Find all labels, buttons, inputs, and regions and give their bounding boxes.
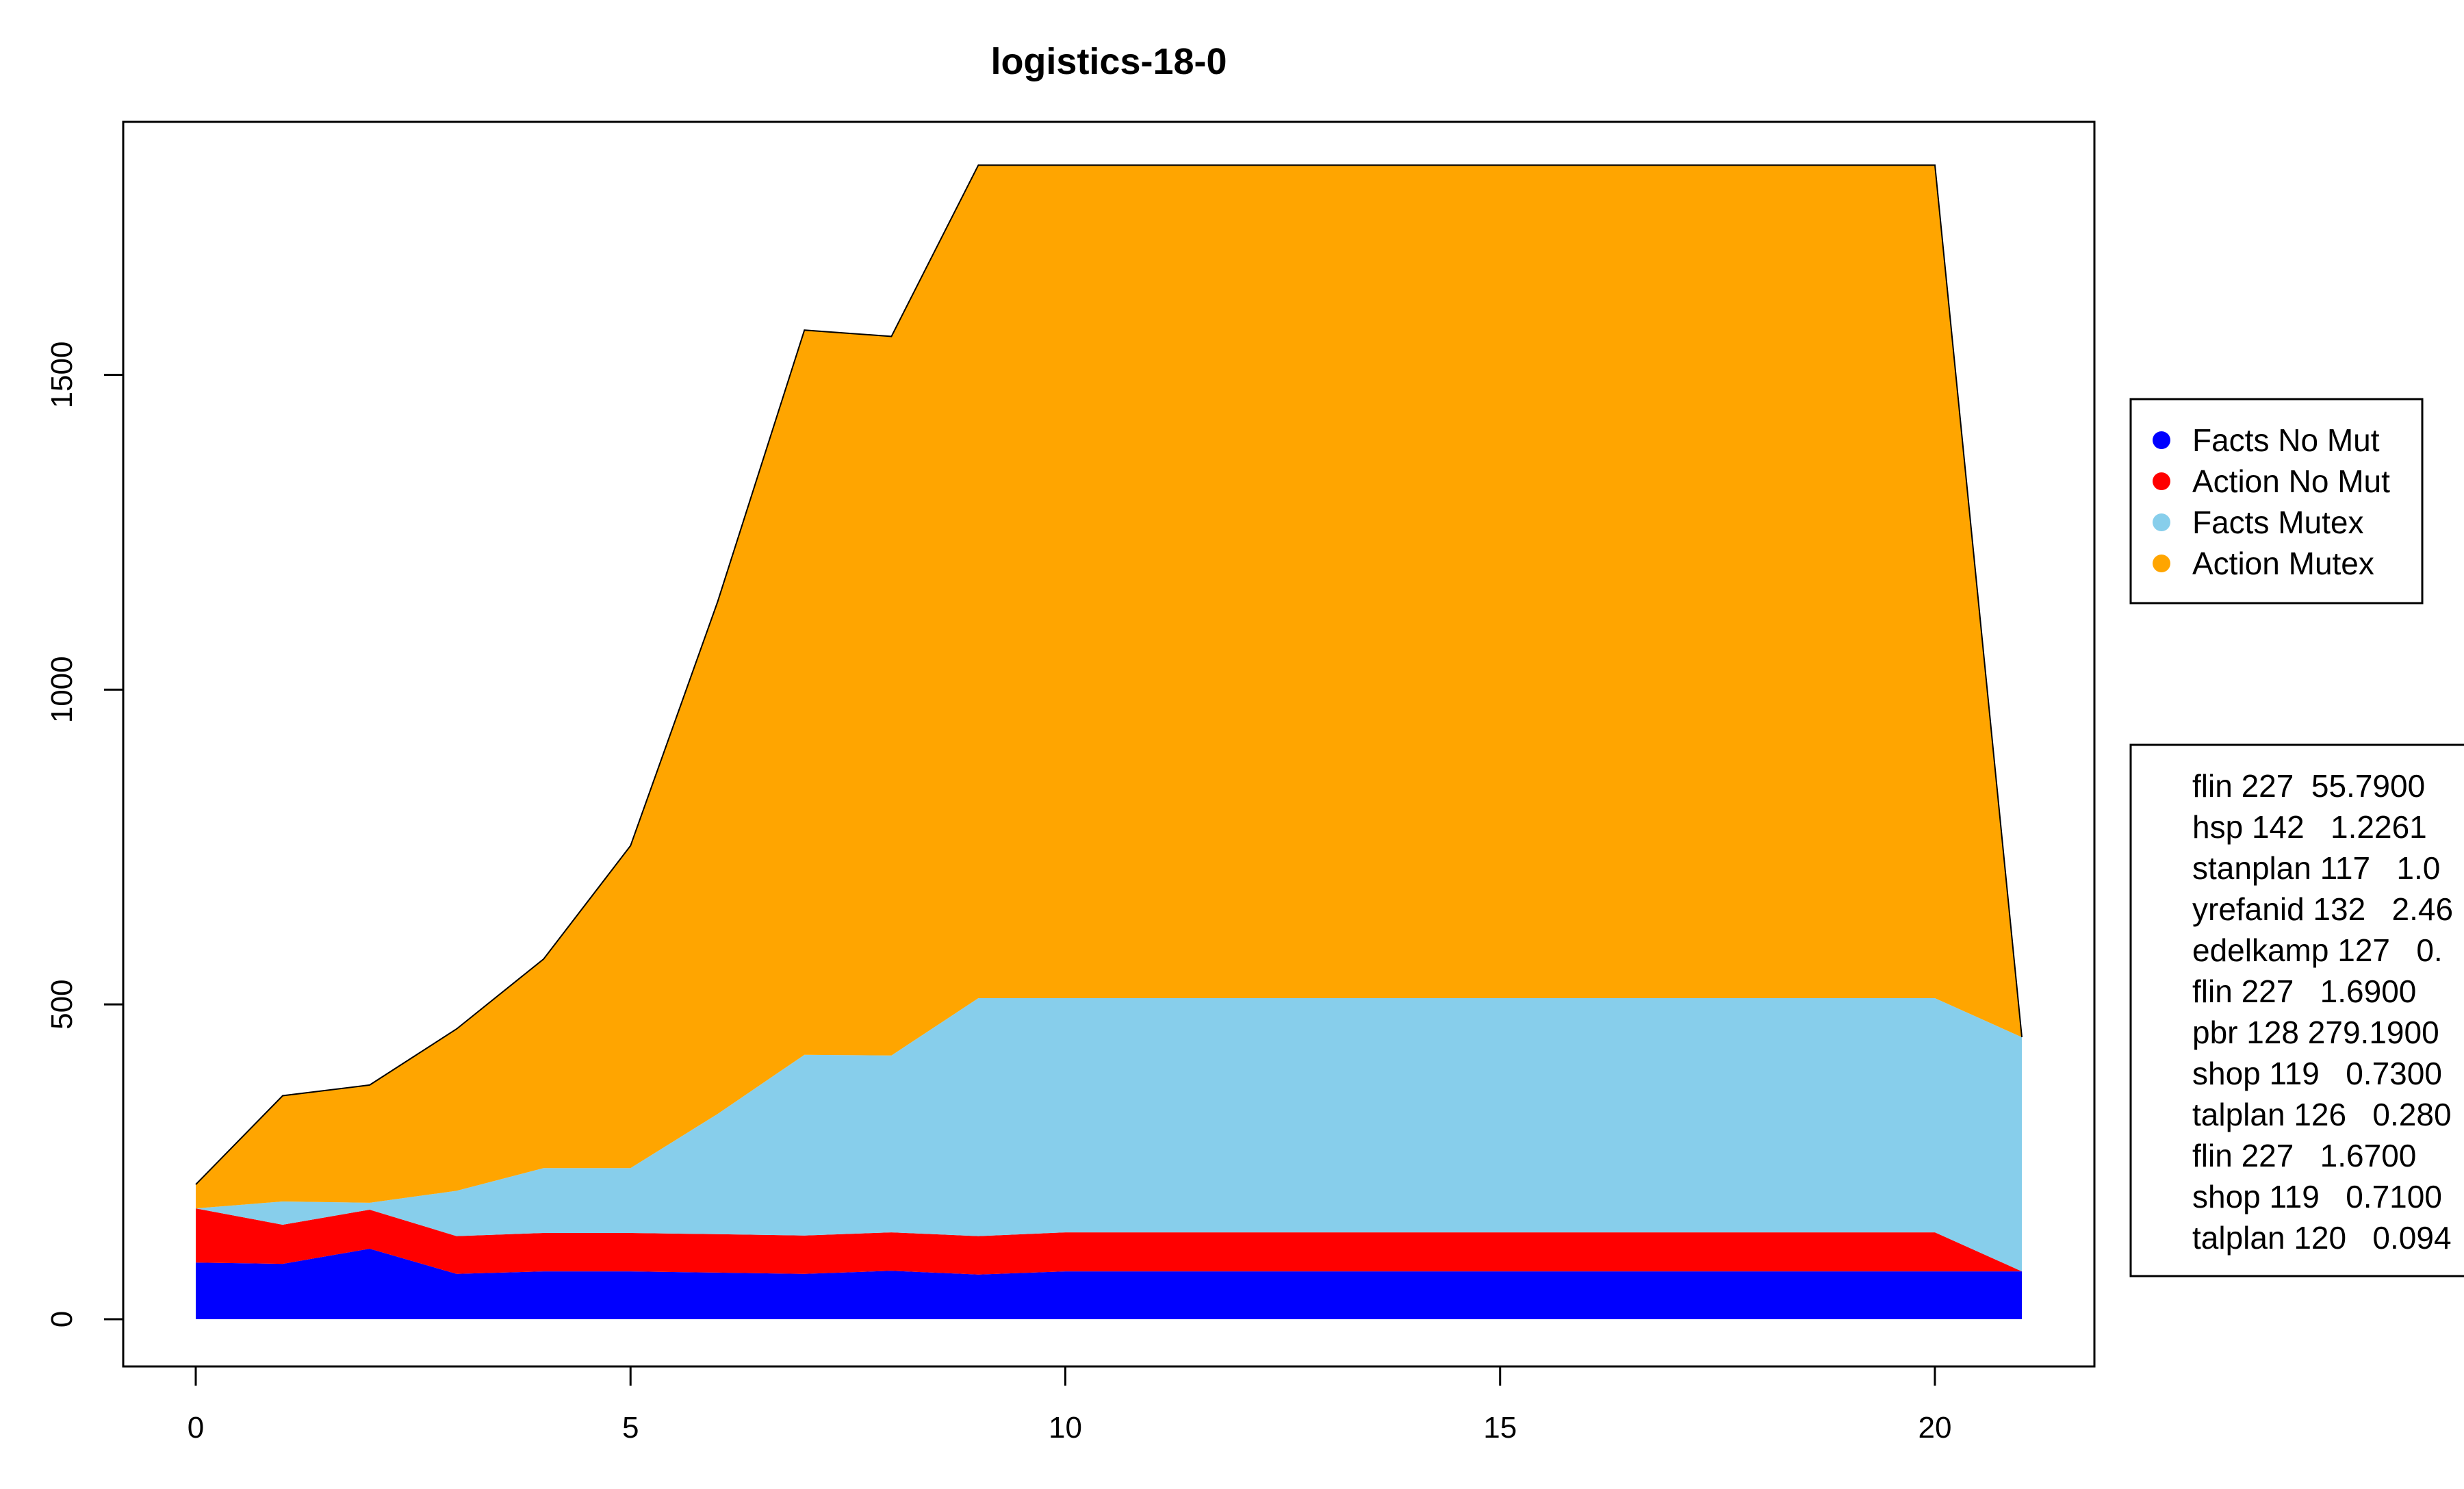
annotation-line: yrefanid 132 2.46 — [2192, 891, 2453, 927]
annotation-line: shop 119 0.7100 — [2192, 1179, 2442, 1214]
x-tick-label: 15 — [1483, 1411, 1517, 1445]
legend-box — [2129, 398, 2424, 604]
y-tick-label: 0 — [45, 1311, 79, 1327]
annotation-line: stanplan 117 1.0 — [2192, 850, 2440, 886]
annotation-line: shop 119 0.7300 — [2192, 1056, 2442, 1091]
annotation-line: edelkamp 127 0. — [2192, 932, 2443, 968]
legend-marker — [2153, 555, 2170, 572]
x-tick-label: 10 — [1049, 1411, 1082, 1445]
annotation-line: pbr 128 279.1900 — [2192, 1015, 2439, 1050]
x-tick-label: 20 — [1918, 1411, 1951, 1445]
legend-label: Facts No Mut — [2192, 422, 2380, 458]
area-facts-mutex — [196, 998, 2022, 1272]
chart-title: logistics-18-0 — [990, 41, 1227, 82]
annotation-line: talplan 120 0.094 — [2192, 1220, 2452, 1256]
annotation-line: flin 227 1.6700 — [2192, 1138, 2416, 1173]
x-axis: 0 5 10 15 20 — [188, 1365, 1951, 1445]
area-top-outline — [195, 164, 2023, 1185]
area-facts-no-mut — [196, 1249, 2022, 1319]
plot-areas — [195, 164, 2023, 1319]
legend-label: Action Mutex — [2192, 546, 2374, 581]
x-tick-label: 5 — [622, 1411, 639, 1445]
area-action-no-mut — [196, 1208, 2022, 1275]
x-tick-label: 0 — [188, 1411, 204, 1445]
y-axis: 0 500 1000 1500 — [45, 342, 125, 1327]
y-tick-label: 1500 — [45, 342, 79, 409]
y-tick-label: 1000 — [45, 656, 79, 723]
legend-marker — [2153, 513, 2170, 531]
legend-label: Action No Mut — [2192, 463, 2390, 499]
annotation-line: flin 227 1.6900 — [2192, 973, 2416, 1009]
annotation-line: talplan 126 0.280 — [2192, 1097, 2452, 1132]
y-tick-label: 500 — [45, 979, 79, 1029]
annotation-box: flin 227 55.7900 hsp 142 1.2261 stanplan 1… — [2129, 743, 2464, 1277]
area-action-mutex — [196, 165, 2022, 1209]
legend-label: Facts Mutex — [2192, 505, 2364, 540]
legend: Facts No Mut Action No Mut Facts Mutex Acti… — [2129, 398, 2424, 604]
legend-marker — [2153, 472, 2170, 490]
annotation-line: hsp 142 1.2261 — [2192, 809, 2427, 845]
annotation-frame — [2129, 743, 2464, 1277]
annotation-line: flin 227 55.7900 — [2192, 768, 2425, 804]
legend-marker — [2153, 431, 2170, 449]
